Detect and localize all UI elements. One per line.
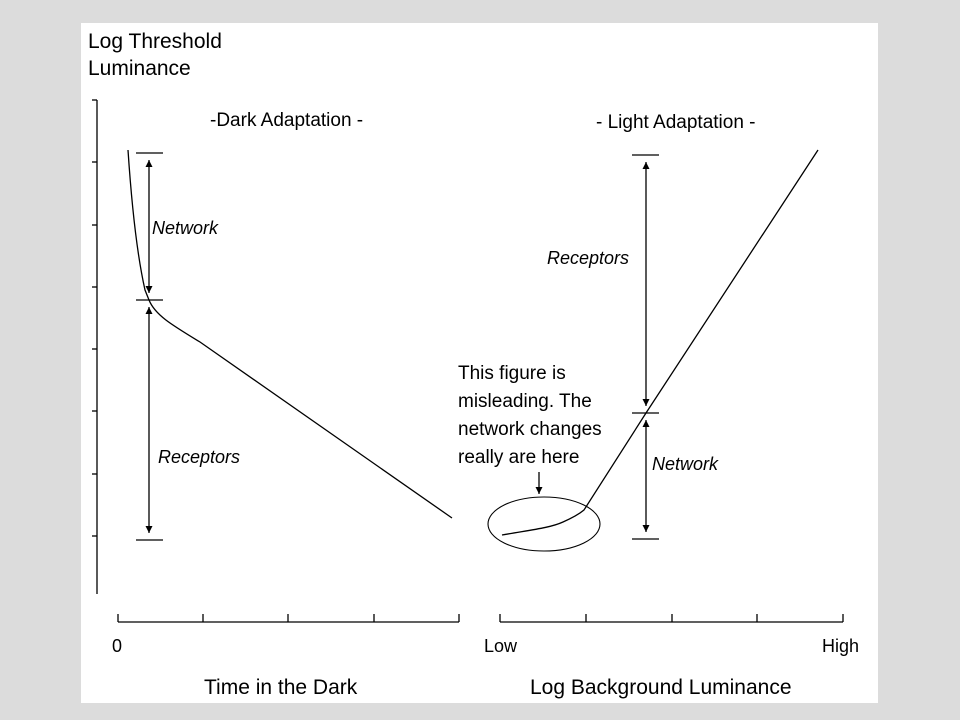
light-receptors-arrow [632,154,659,414]
dark-adaptation-curve [127,149,453,519]
annotation: This figure is misleading. The network c… [458,363,602,552]
dark-network-label: Network [152,218,219,238]
luminance-axis [499,614,844,623]
light-network-label: Network [652,454,719,474]
time-axis-label: Time in the Dark [204,676,358,699]
y-axis-label-line2: Luminance [88,57,191,80]
time-axis-tick-zero: 0 [112,636,122,656]
light-network-arrow [632,420,659,540]
light-receptors-label: Receptors [547,248,629,268]
light-adaptation-curve [501,149,819,536]
slide: Log Threshold Luminance -Dark Adaptation… [81,23,878,703]
annotation-line-2: misleading. The [458,391,592,412]
y-axis-label-line1: Log Threshold [88,30,222,53]
dark-adaptation-panel: -Dark Adaptation - Network Receptors 0 T… [112,110,460,699]
luminance-axis-label: Log Background Luminance [530,676,792,699]
dark-receptors-label: Receptors [158,447,240,467]
dark-network-arrow [136,152,163,301]
time-axis [117,614,460,623]
dark-receptors-arrow [136,307,163,541]
annotation-line-1: This figure is [458,363,566,384]
light-adaptation-title: - Light Adaptation - [596,112,756,133]
luminance-axis-tick-low: Low [484,636,518,656]
dark-adaptation-title: -Dark Adaptation - [210,110,363,131]
annotation-highlight-ellipse [487,496,601,552]
luminance-axis-tick-high: High [822,636,859,656]
annotation-line-4: really are here [458,447,579,468]
annotation-line-3: network changes [458,419,602,440]
light-adaptation-panel: - Light Adaptation - Receptors Network L… [484,112,859,699]
y-axis [92,99,98,594]
